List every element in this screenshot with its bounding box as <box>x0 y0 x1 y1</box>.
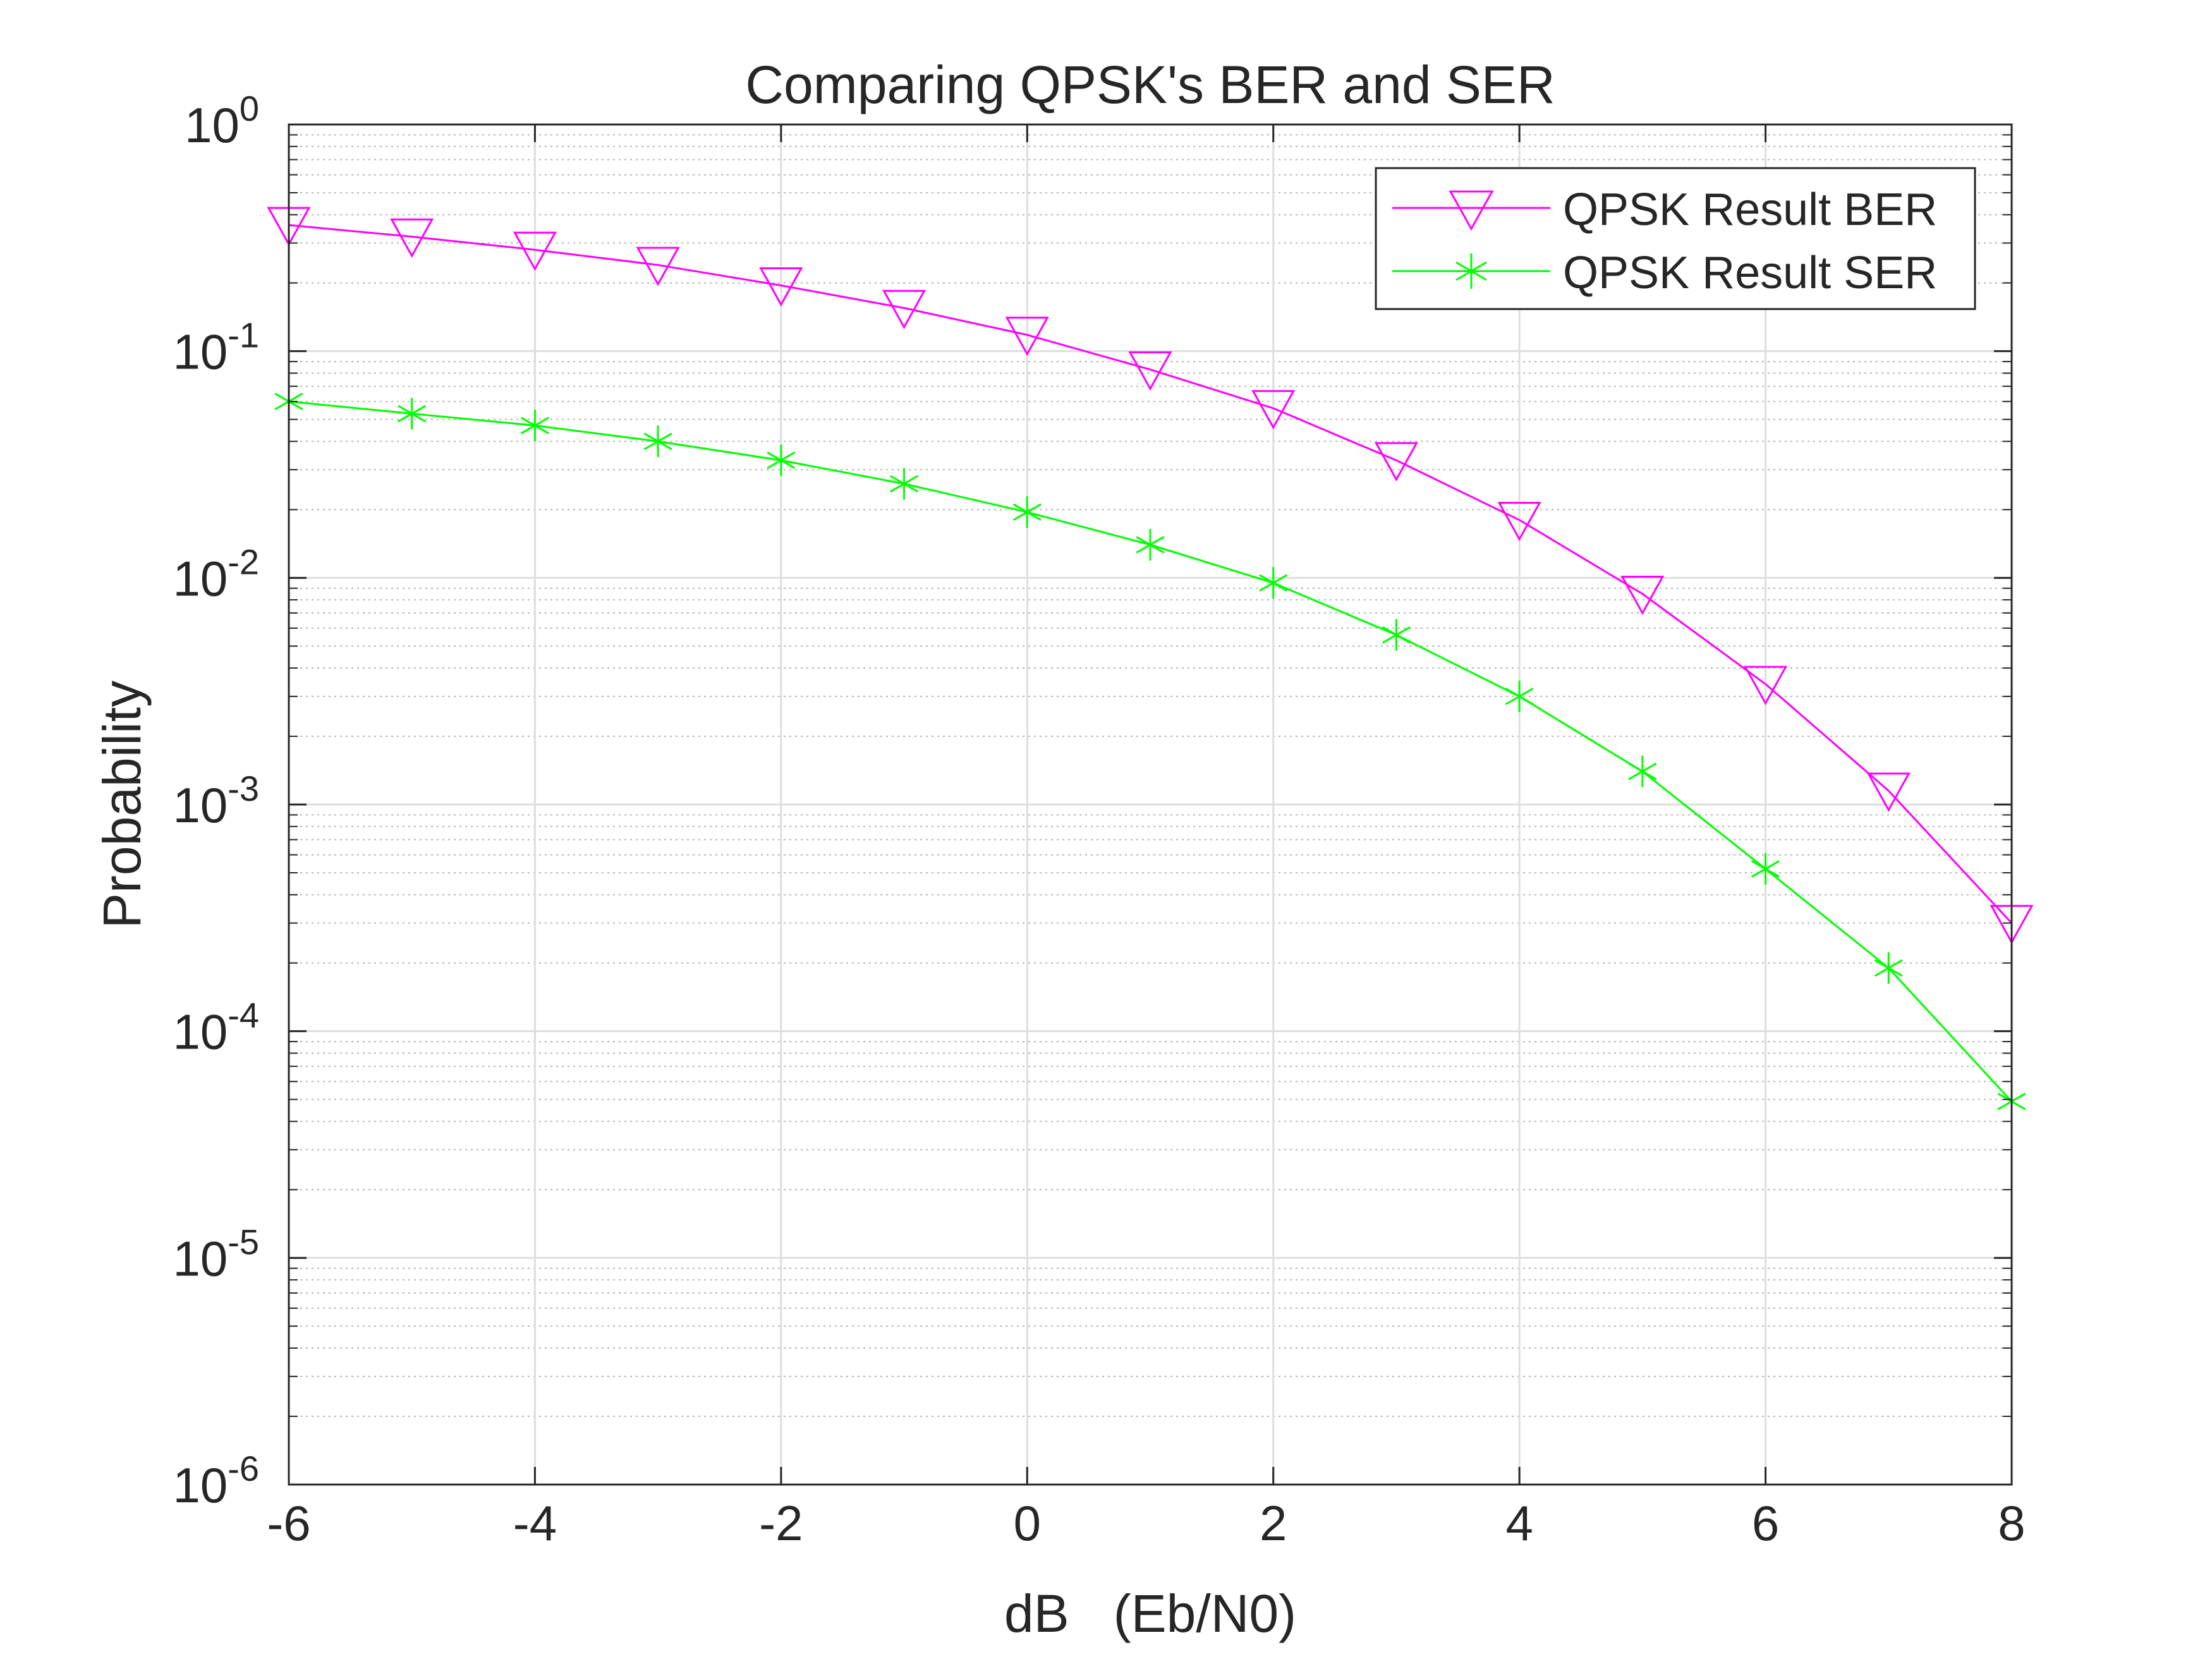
chart-title: Comparing QPSK's BER and SER <box>745 55 1555 114</box>
ser-marker <box>520 410 549 442</box>
y-tick-labels: 100 10-1 10-2 10-3 10-4 10-5 10-6 <box>173 88 259 1513</box>
ber-marker <box>1005 317 1049 356</box>
ser-marker <box>1382 619 1411 651</box>
ber-marker <box>513 231 557 271</box>
ser-marker <box>1136 528 1165 561</box>
ser-marker-stroke <box>767 451 796 470</box>
legend-marker-ser <box>1455 253 1487 289</box>
ser-marker-stroke <box>1382 626 1411 644</box>
ser-marker-stroke <box>1874 959 1903 977</box>
ser-marker-stroke <box>1259 574 1288 592</box>
ser-marker <box>890 468 919 500</box>
ser-marker <box>767 444 796 477</box>
ser-marker <box>1628 755 1657 787</box>
x-tick-label: 2 <box>1260 1495 1287 1551</box>
y-tick-label: 10-6 <box>173 1449 259 1513</box>
ser-marker-stroke <box>398 404 427 423</box>
ser-marker <box>1012 496 1042 528</box>
ser-marker-stroke <box>1136 536 1165 554</box>
legend-marker-ber <box>1449 190 1494 231</box>
ber-marker <box>759 267 803 307</box>
x-tick-label: -6 <box>267 1495 310 1551</box>
axis-ticks <box>288 123 2013 1486</box>
ber-marker <box>1128 351 1172 391</box>
ber-marker <box>1744 665 1788 705</box>
ser-marker-stroke <box>643 432 672 451</box>
x-tick-label: 8 <box>1998 1495 2025 1551</box>
y-tick-label: 10-4 <box>173 995 259 1060</box>
ser-marker-stroke <box>1751 860 1780 878</box>
ser-marker-stroke <box>890 475 919 493</box>
x-tick-label: 6 <box>1752 1495 1779 1551</box>
ber-marker <box>1497 502 1541 542</box>
ser-marker-stroke <box>1628 762 1657 781</box>
ser-marker-stroke <box>1012 503 1042 521</box>
ser-marker <box>1259 567 1288 599</box>
ser-marker <box>1505 680 1534 712</box>
x-tick-label: -2 <box>759 1495 803 1551</box>
ber-marker <box>1620 575 1665 616</box>
x-tick-label: -4 <box>513 1495 557 1551</box>
series-line-1 <box>288 224 2013 924</box>
ber-marker <box>1374 442 1418 482</box>
ber-marker <box>1251 390 1296 430</box>
legend-label-ser: QPSK Result SER <box>1563 248 1937 298</box>
y-tick-label: 10-5 <box>173 1222 259 1286</box>
series-layer <box>267 207 2034 1117</box>
ser-marker-stroke <box>1505 688 1534 705</box>
y-tick-label: 10-2 <box>173 542 259 606</box>
ser-marker <box>398 398 427 430</box>
legend: QPSK Result BER QPSK Result SER <box>1375 167 1976 310</box>
ber-marker <box>390 218 434 258</box>
ser-marker-stroke <box>520 416 549 435</box>
ber-marker <box>882 289 927 329</box>
legend-label-ber: QPSK Result BER <box>1563 185 1937 235</box>
x-tick-labels: -6 -4 -2 0 2 4 6 8 <box>267 1495 2025 1551</box>
x-tick-label: 4 <box>1505 1495 1533 1551</box>
x-tick-label: 0 <box>1014 1495 1041 1551</box>
ser-marker <box>1751 853 1780 885</box>
ber-marker <box>1866 772 1911 812</box>
y-tick-label: 100 <box>185 88 259 153</box>
y-axis-label: Probability <box>92 681 152 928</box>
ser-marker <box>643 425 672 458</box>
x-axis-label: dB (Eb/N0) <box>1004 1584 1296 1643</box>
y-tick-label: 10-3 <box>173 769 259 833</box>
ber-marker <box>636 246 680 286</box>
ser-marker <box>1874 952 1903 984</box>
y-tick-label: 10-1 <box>173 315 259 380</box>
